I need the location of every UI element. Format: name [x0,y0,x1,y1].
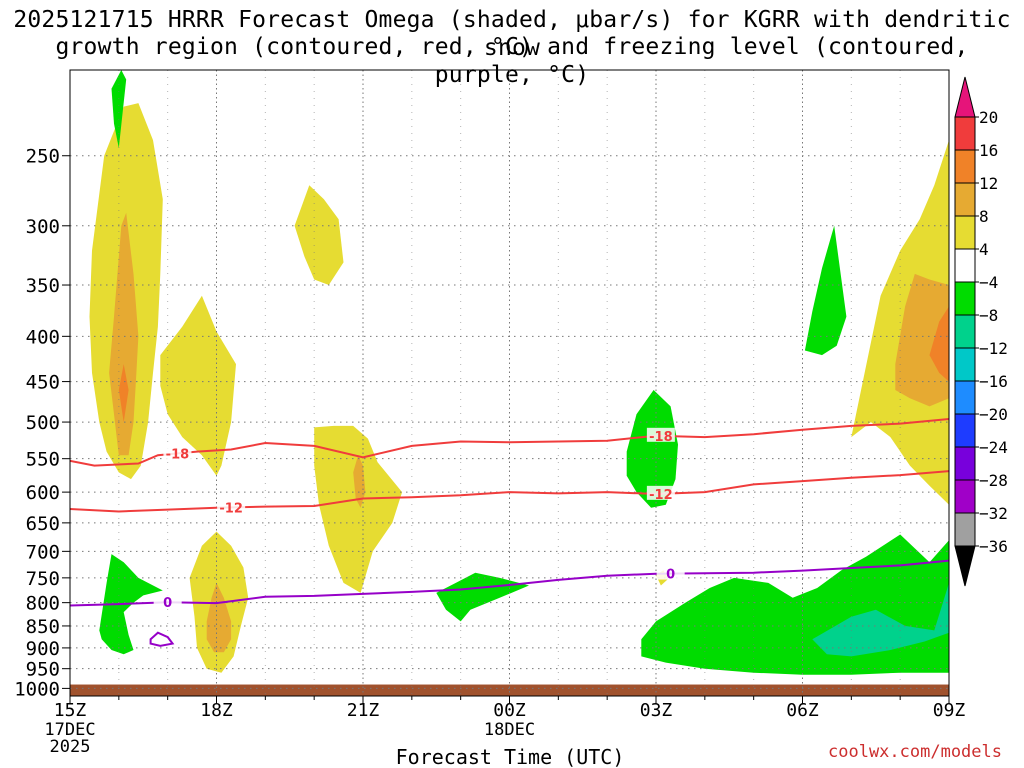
ytick-label-650: 650 [26,513,60,535]
chart-title-line-1: 2025121715 HRRR Forecast Omega (shaded, … [13,7,1011,61]
ytick-label-550: 550 [26,449,60,471]
omega-minus4-minus8-area-4 [804,225,847,356]
freezing-level-0-label-bg-0 [153,594,182,609]
contour-lines: -18 -18 -12 -12 0 0 [70,418,949,647]
colorbar-bin-6 [954,314,976,349]
omega-minus4-minus8-area-0 [111,70,127,148]
freezing-level-0-label-1: 0 [666,568,675,583]
dgz-minus12-label-bg-1 [646,485,675,500]
colorbar-label-5: −4 [979,273,998,292]
colorbar-bin-8 [954,380,976,415]
xtick-label-00Z: 00Z [493,700,526,721]
dgz-minus18-label-0: -18 [166,447,190,462]
colorbar-bin-7 [954,347,976,382]
credit-link[interactable]: coolwx.com/models [828,742,1002,762]
dgz-minus12-label-bg-0 [217,499,246,514]
xtick-label-03Z: 03Z [640,700,673,721]
ytick-label-500: 500 [26,412,60,434]
colorbar-bin-4 [954,248,976,283]
xtick-label-09Z: 09Z [933,700,966,721]
colorbar-top-arrow [954,76,976,118]
xtick-sublabel-18DEC: 18DEC [484,720,535,740]
ytick-label-300: 300 [26,216,60,238]
omega-minus4-minus8-area-3 [626,390,678,508]
colorbar: 20 16 12 8 4 −4 −8 −12 −16 −20 −24 −28 −32 −36 [954,76,1008,587]
xtick-sublabel-17DEC: 17DEC [44,720,95,740]
freezing-level-0-label-0: 0 [163,596,172,611]
chart-title-line-2: growth region (contoured, red, °C) and f… [55,34,969,88]
y-axis-ticks: 2503003504004505005506006507007508008509… [14,146,70,700]
omega-12-16-area-1 [929,306,949,382]
x-axis-label: Forecast Time (UTC) [396,745,625,768]
colorbar-label-4: 4 [979,240,989,259]
colorbar-label-11: −28 [979,471,1008,490]
ground-layer [70,684,949,696]
ytick-label-800: 800 [26,593,60,615]
dgz-minus12-line [70,470,949,513]
ytick-label-400: 400 [26,326,60,348]
ground-surface [70,684,949,696]
omega-8-12-area-1 [206,582,232,653]
colorbar-label-7: −12 [979,339,1008,358]
colorbar-bin-12 [954,512,976,547]
colorbar-label-13: −36 [979,537,1008,556]
omega-minus4-minus8-area-5 [641,534,949,675]
xtick-sublabel-2025: 2025 [50,737,91,757]
colorbar-bottom-arrow [954,545,976,587]
dgz-minus18-label-bg-0 [163,445,192,460]
colorbar-bin-9 [954,413,976,448]
ytick-label-900: 900 [26,638,60,660]
freezing-level-0-label-bg-1 [656,565,685,580]
colorbar-label-9: −20 [979,405,1008,424]
ytick-label-600: 600 [26,482,60,504]
omega-8-12-area-3 [895,273,949,407]
omega-minus4-minus8-area-2 [436,572,529,622]
colorbar-label-2: 12 [979,174,998,193]
dgz-minus12-label-0: -12 [219,501,243,516]
omega-4-8-area-1 [160,295,236,476]
ytick-label-950: 950 [26,659,60,681]
dgz-minus12-label-1: -12 [649,488,673,503]
ytick-label-250: 250 [26,146,60,168]
dgz-minus18-label-1: -18 [649,430,673,445]
omega-8-12-area-0 [109,212,139,456]
colorbar-label-10: −24 [979,438,1008,457]
ytick-label-450: 450 [26,372,60,394]
xtick-label-06Z: 06Z [786,700,819,721]
ytick-label-700: 700 [26,541,60,563]
omega-minus8-minus12-area-0 [812,582,949,657]
colorbar-label-3: 8 [979,207,989,226]
ytick-label-750: 750 [26,568,60,590]
ytick-label-1000: 1000 [14,678,60,700]
colorbar-bin-2 [954,182,976,217]
ytick-label-850: 850 [26,616,60,638]
colorbar-bin-10 [954,446,976,481]
colorbar-bin-5 [954,281,976,316]
colorbar-bin-3 [954,215,976,250]
colorbar-bin-11 [954,479,976,514]
omega-4-8-area-2 [294,185,344,285]
freezing-level-small-loop [149,631,175,647]
omega-8-12-area-2 [353,455,366,508]
xtick-label-21Z: 21Z [347,700,380,721]
colorbar-label-1: 16 [979,141,998,160]
xtick-label-18Z: 18Z [200,700,233,721]
colorbar-label-6: −8 [979,306,998,325]
colorbar-bin-1 [954,149,976,184]
freezing-level-0-line [70,559,949,607]
xtick-label-15Z: 15Z [54,700,87,721]
gridlines [70,70,949,696]
omega-12-16-area-0 [118,364,129,423]
ytick-label-350: 350 [26,275,60,297]
omega-4-8-area-3 [314,425,403,593]
colorbar-label-0: 20 [979,108,998,127]
colorbar-label-12: −32 [979,504,1008,523]
colorbar-bin-0 [954,116,976,151]
dgz-minus18-label-bg-1 [646,427,675,442]
colorbar-label-8: −16 [979,372,1008,391]
